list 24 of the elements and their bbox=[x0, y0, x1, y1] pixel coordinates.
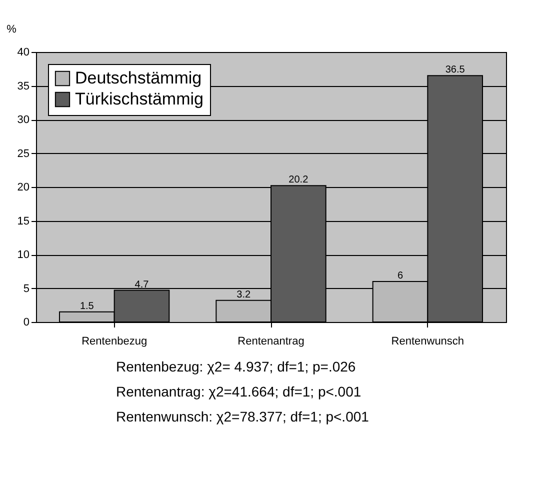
y-tick-label: 5 bbox=[23, 282, 30, 295]
y-tick-label: 10 bbox=[17, 249, 30, 261]
text: Rentenwunsch: χ2=78.377; df=1; p<.001 bbox=[116, 408, 370, 424]
y-tick-label: 35 bbox=[17, 80, 30, 92]
legend-label: Deutschstämmig bbox=[75, 68, 202, 88]
text: Rentenantrag: χ2=41.664; df=1; p<.001 bbox=[116, 384, 362, 400]
data-label: 3.2 bbox=[236, 289, 251, 300]
y-tick-label: 0 bbox=[23, 316, 30, 328]
x-tick-label: Rentenbezug bbox=[82, 336, 148, 348]
data-label: 6 bbox=[397, 270, 404, 282]
y-tick-label: 20 bbox=[17, 182, 30, 194]
legend-label: Türkischstämmig bbox=[75, 90, 204, 108]
y-tick-label: 15 bbox=[17, 215, 30, 228]
y-tick-label: 40 bbox=[17, 46, 30, 58]
data-label: 20.2 bbox=[288, 174, 309, 186]
data-label: 1.5 bbox=[80, 300, 94, 312]
text: Rentenbezug: χ2= 4.937; df=1; p=.026 bbox=[116, 358, 356, 374]
x-tick-label: Rentenantrag bbox=[238, 336, 304, 348]
data-label: 36.5 bbox=[445, 64, 466, 76]
x-tick-label: Rentenwunsch bbox=[391, 336, 464, 348]
y-axis-title: % bbox=[6, 24, 17, 36]
data-label: 4.7 bbox=[134, 279, 150, 290]
y-tick-label: 30 bbox=[17, 114, 30, 126]
y-tick-label: 25 bbox=[17, 148, 30, 160]
